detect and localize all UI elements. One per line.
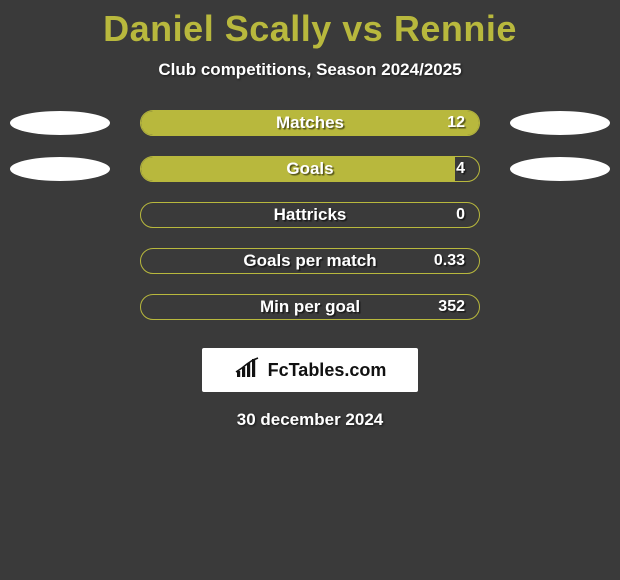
stat-row: Goals per match 0.33	[0, 248, 620, 274]
page-title: Daniel Scally vs Rennie	[0, 8, 620, 50]
player-left-ellipse	[10, 111, 110, 135]
stat-bar-fill	[141, 157, 455, 181]
bar-chart-icon	[234, 357, 262, 384]
stats-list: Matches 12 Goals 4 Hattricks 0	[0, 110, 620, 320]
source-logo: FcTables.com	[202, 348, 418, 392]
stat-value: 4	[456, 160, 465, 178]
source-logo-text: FcTables.com	[268, 360, 387, 381]
stat-bar: Goals per match 0.33	[140, 248, 480, 274]
player-right-ellipse	[510, 111, 610, 135]
stat-bar: Goals 4	[140, 156, 480, 182]
stat-value: 0	[456, 206, 465, 224]
stat-label: Hattricks	[141, 205, 479, 225]
player-right-ellipse	[510, 157, 610, 181]
stat-row: Goals 4	[0, 156, 620, 182]
stat-bar: Hattricks 0	[140, 202, 480, 228]
comparison-card: Daniel Scally vs Rennie Club competition…	[0, 0, 620, 430]
stat-value: 0.33	[434, 252, 465, 270]
stat-bar: Min per goal 352	[140, 294, 480, 320]
player-left-ellipse	[10, 157, 110, 181]
stat-value: 352	[438, 298, 465, 316]
snapshot-date: 30 december 2024	[0, 410, 620, 430]
stat-label: Goals per match	[141, 251, 479, 271]
stat-bar-fill	[141, 111, 479, 135]
subtitle: Club competitions, Season 2024/2025	[0, 60, 620, 80]
stat-label: Min per goal	[141, 297, 479, 317]
stat-row: Matches 12	[0, 110, 620, 136]
stat-row: Min per goal 352	[0, 294, 620, 320]
stat-bar: Matches 12	[140, 110, 480, 136]
stat-row: Hattricks 0	[0, 202, 620, 228]
